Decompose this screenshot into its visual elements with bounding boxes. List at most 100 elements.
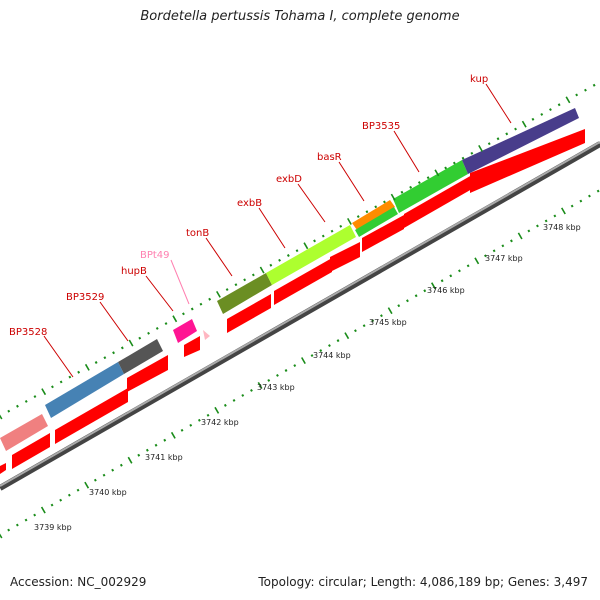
minor-tick bbox=[487, 142, 491, 146]
minor-tick bbox=[145, 448, 149, 452]
minor-tick bbox=[328, 344, 331, 348]
major-tick bbox=[170, 431, 176, 439]
major-tick bbox=[431, 282, 436, 290]
minor-tick bbox=[426, 176, 430, 180]
minor-tick bbox=[189, 423, 193, 427]
minor-tick bbox=[180, 428, 184, 432]
minor-tick bbox=[147, 331, 150, 335]
minor-tick bbox=[592, 83, 596, 87]
minor-tick bbox=[544, 219, 548, 223]
major-tick bbox=[561, 207, 566, 215]
minor-tick bbox=[414, 294, 418, 298]
major-tick bbox=[387, 307, 393, 315]
minor-tick bbox=[584, 88, 587, 92]
cds-feature[interactable] bbox=[127, 355, 168, 392]
topology-label: Topology: circular; Length: 4,086,189 bp… bbox=[258, 575, 588, 589]
major-tick bbox=[478, 145, 483, 152]
leader-BP3535 bbox=[393, 130, 420, 173]
major-tick bbox=[565, 96, 571, 104]
minor-tick bbox=[293, 364, 297, 368]
major-tick bbox=[344, 332, 350, 340]
label-BP3528: BP3528 bbox=[9, 327, 47, 338]
cds-feature[interactable] bbox=[55, 388, 128, 444]
kbp-label-3743: 3743 kbp bbox=[257, 383, 295, 392]
label-basR: basR bbox=[317, 152, 342, 163]
major-tick bbox=[390, 193, 396, 201]
map-title: Bordetella pertussis Tohama I, complete … bbox=[140, 9, 460, 24]
gene-hupB[interactable] bbox=[173, 319, 197, 343]
minor-tick bbox=[223, 403, 227, 407]
label-BPt49: BPt49 bbox=[140, 250, 170, 261]
gene-unnamed[interactable] bbox=[118, 339, 163, 374]
leader-basR bbox=[338, 161, 365, 202]
label-BP3535: BP3535 bbox=[362, 121, 400, 132]
minor-tick bbox=[119, 463, 123, 467]
cds-feature[interactable] bbox=[227, 294, 271, 333]
cds-feature[interactable] bbox=[0, 463, 6, 474]
minor-tick bbox=[7, 409, 11, 413]
kbp-label-3742: 3742 kbp bbox=[201, 418, 239, 427]
leader-exbB bbox=[258, 207, 286, 249]
minor-tick bbox=[452, 161, 456, 165]
minor-tick bbox=[232, 398, 236, 402]
gene-exbB[interactable] bbox=[266, 225, 356, 285]
accession-label: Accession: NC_002929 bbox=[10, 575, 147, 589]
minor-tick bbox=[319, 349, 323, 353]
major-tick bbox=[257, 382, 263, 389]
gene-BPt49[interactable] bbox=[203, 330, 210, 340]
cds-feature[interactable] bbox=[362, 215, 404, 252]
minor-tick bbox=[570, 204, 574, 208]
cds-feature[interactable] bbox=[404, 175, 472, 228]
leader-tonB bbox=[205, 237, 233, 277]
minor-tick bbox=[16, 404, 19, 408]
leader-hupB bbox=[145, 275, 174, 312]
minor-tick bbox=[267, 378, 271, 382]
major-tick bbox=[84, 363, 90, 371]
gene-BP3535[interactable] bbox=[393, 160, 468, 213]
gene-kup[interactable] bbox=[462, 108, 579, 174]
gene-exbD[interactable] bbox=[355, 207, 398, 237]
cds-feature[interactable] bbox=[12, 433, 50, 469]
minor-tick bbox=[380, 314, 383, 318]
minor-tick bbox=[362, 324, 366, 328]
cds-feature[interactable] bbox=[184, 336, 200, 357]
major-tick bbox=[303, 242, 309, 250]
minor-tick bbox=[286, 254, 290, 257]
minor-tick bbox=[458, 269, 461, 273]
minor-tick bbox=[371, 319, 375, 323]
minor-tick bbox=[199, 302, 203, 306]
minor-tick bbox=[278, 258, 281, 262]
gene-tonB[interactable] bbox=[217, 273, 272, 314]
minor-tick bbox=[154, 443, 158, 447]
major-tick bbox=[0, 414, 3, 420]
minor-tick bbox=[466, 264, 470, 268]
minor-tick bbox=[276, 373, 279, 377]
minor-tick bbox=[94, 361, 98, 364]
minor-tick bbox=[336, 339, 340, 343]
gene-BP3529[interactable] bbox=[45, 362, 124, 418]
cds-feature[interactable] bbox=[274, 258, 332, 305]
major-tick bbox=[214, 406, 220, 414]
major-tick bbox=[41, 388, 47, 396]
cds-feature[interactable] bbox=[470, 129, 585, 193]
minor-tick bbox=[409, 185, 413, 189]
minor-tick bbox=[531, 117, 535, 121]
minor-tick bbox=[93, 478, 97, 482]
minor-tick bbox=[354, 329, 357, 333]
minor-tick bbox=[397, 304, 401, 308]
major-tick bbox=[301, 357, 306, 364]
cds-feature[interactable] bbox=[330, 242, 360, 272]
minor-tick bbox=[365, 210, 369, 214]
minor-tick bbox=[484, 254, 487, 258]
major-tick bbox=[0, 533, 3, 539]
major-tick bbox=[517, 232, 523, 240]
minor-tick bbox=[68, 375, 72, 379]
gene-basR[interactable] bbox=[352, 200, 395, 230]
minor-tick bbox=[59, 380, 63, 384]
gene-BP3528[interactable] bbox=[0, 414, 48, 451]
kbp-label-3748: 3748 kbp bbox=[543, 223, 581, 232]
minor-tick bbox=[470, 151, 474, 155]
major-tick bbox=[216, 290, 221, 298]
minor-tick bbox=[423, 289, 427, 293]
